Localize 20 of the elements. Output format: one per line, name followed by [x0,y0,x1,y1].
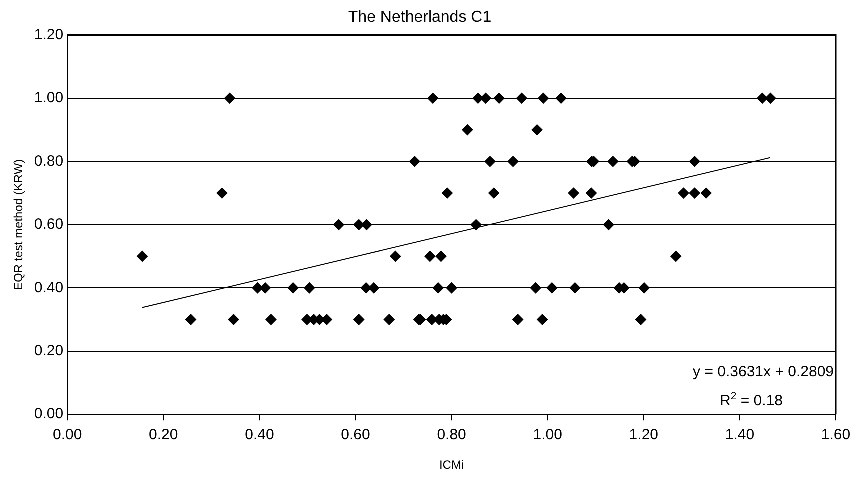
x-tick-label: 1.60 [821,426,851,444]
x-tick-label: 1.00 [533,426,562,444]
y-tick-label: 0.80 [34,152,64,170]
x-tick-label: 0.60 [341,426,370,444]
x-tick-label: 0.80 [437,426,466,444]
x-tick-label: 1.40 [725,426,755,444]
annotation: y = 0.3631x + 0.2809 [693,364,834,381]
y-tick-label: 1.20 [34,26,64,44]
y-tick-label: 0.00 [34,406,64,423]
y-tick-label: 0.60 [34,216,64,234]
x-axis-title: ICMi [439,458,464,472]
x-tick-label: 0.40 [245,426,274,444]
y-tick-label: 0.40 [34,279,64,296]
y-axis-title: EQR test method (KRW) [12,159,26,290]
y-tick-label: 0.20 [34,342,64,360]
x-tick-label: 0.00 [52,426,82,444]
x-tick-label: 0.20 [149,426,178,444]
chart-title: The Netherlands C1 [348,9,492,26]
y-tick-label: 1.00 [34,90,64,107]
x-tick-label: 1.20 [629,426,658,444]
